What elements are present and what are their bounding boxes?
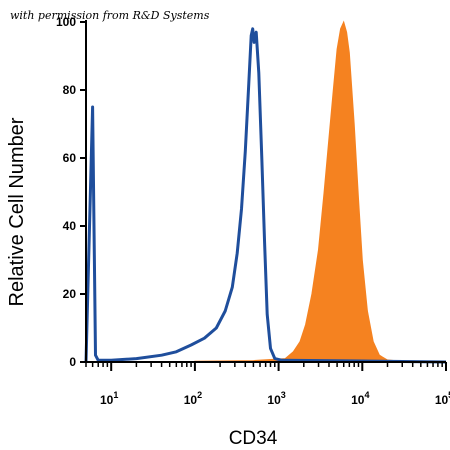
x-tick-label: 104 [351,390,369,407]
x-axis-label: CD34 [229,428,278,449]
y-tick-label: 100 [56,15,76,29]
axes-layer: 0 20 40 60 80 100 101 102 103 104 105 [56,15,450,407]
x-tick-label: 102 [184,390,202,407]
watermark: with permission from R&D Systems [10,9,210,22]
x-tick-label: 101 [100,390,118,407]
y-tick-label: 20 [63,287,77,301]
y-tick-label: 40 [63,219,77,233]
x-tick-label: 103 [267,390,285,407]
x-tick-label: 105 [435,390,450,407]
y-axis-label: Relative Cell Number [6,117,28,306]
y-tick-label: 60 [63,151,77,165]
outline-histogram [84,27,447,364]
filled-histogram [194,20,447,363]
series-layer [84,20,447,364]
y-tick-label: 0 [69,355,76,369]
y-tick-label: 80 [63,83,77,97]
